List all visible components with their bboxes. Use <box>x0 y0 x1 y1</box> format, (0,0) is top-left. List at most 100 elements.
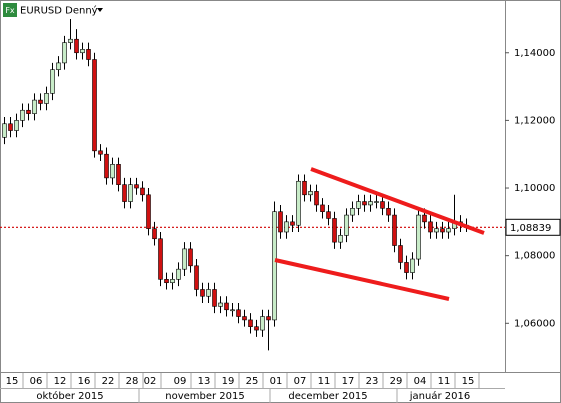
candle-body <box>62 42 67 64</box>
x-tick-label: 04 <box>414 376 427 387</box>
time-axis <box>0 372 561 403</box>
candle-body <box>128 184 133 202</box>
month-label: január 2016 <box>409 390 470 402</box>
candle-body <box>158 238 163 280</box>
candle-body <box>314 191 319 206</box>
candle-body <box>14 120 19 131</box>
last-price-box <box>505 218 561 236</box>
candle-body <box>146 194 151 229</box>
x-tick-label: 16 <box>78 376 91 387</box>
candle-body <box>212 289 217 307</box>
y-tick-label: 1,12000 <box>514 115 555 126</box>
x-tick-label: 15 <box>462 376 475 387</box>
candle-body <box>362 201 367 206</box>
candle-body <box>428 221 433 233</box>
candle-body <box>50 69 55 94</box>
candle-body <box>320 204 325 213</box>
candle-body <box>254 326 259 331</box>
candle-body <box>374 201 379 203</box>
x-tick-label: 17 <box>342 376 355 387</box>
candle-body <box>218 302 223 307</box>
x-tick-label: 22 <box>102 376 115 387</box>
month-label: október 2015 <box>36 390 103 402</box>
candles <box>0 18 505 351</box>
candle-body <box>242 316 247 321</box>
candle-body <box>140 187 145 196</box>
x-tick-label: 07 <box>294 376 307 387</box>
candle-body <box>182 248 187 270</box>
candle-body <box>80 49 85 54</box>
candle-body <box>188 248 193 267</box>
candle-body <box>86 49 91 60</box>
y-tick-label: 1,06000 <box>514 318 555 329</box>
month-label: november 2015 <box>165 391 245 402</box>
x-tick-label: 06 <box>30 376 43 387</box>
candle-body <box>74 38 79 54</box>
x-tick-label: 12 <box>54 376 67 387</box>
candle-body <box>236 309 241 317</box>
candle-body <box>272 211 277 321</box>
candle-body <box>302 180 307 196</box>
candle-body <box>440 228 445 233</box>
candle-body <box>104 153 109 179</box>
candle-body <box>134 184 139 189</box>
candle-body <box>200 289 205 297</box>
candle-body <box>308 191 313 196</box>
candle-body <box>8 123 13 131</box>
trend-line <box>310 167 485 235</box>
candle-body <box>152 228 157 240</box>
candle-body <box>2 123 7 138</box>
y-tick-label: 1,08000 <box>514 251 555 262</box>
candle-body <box>206 289 211 297</box>
x-tick-label: 13 <box>198 376 211 387</box>
candle-body <box>356 201 361 209</box>
candle-body <box>410 258 415 273</box>
x-tick-label: 25 <box>246 376 259 387</box>
candle-body <box>98 150 103 155</box>
candle-body <box>290 221 295 226</box>
candle-body <box>392 214 397 246</box>
x-tick-label: 29 <box>390 376 403 387</box>
candle-body <box>260 316 265 331</box>
candle-body <box>332 218 337 243</box>
x-tick-label: 01 <box>270 376 283 387</box>
y-tick-label: 1,10000 <box>514 183 555 194</box>
candle-body <box>116 164 121 185</box>
candle-body <box>38 99 43 104</box>
candle-body <box>416 214 421 260</box>
candle-body <box>296 180 301 226</box>
price-axis <box>505 0 561 373</box>
candle-body <box>110 164 115 179</box>
x-tick-label: 11 <box>438 376 451 387</box>
candle-body <box>194 265 199 290</box>
candle-body <box>224 302 229 311</box>
month-label: december 2015 <box>288 391 367 402</box>
x-tick-label: 19 <box>222 376 235 387</box>
candle-body <box>44 93 49 104</box>
candle-body <box>350 208 355 216</box>
candle-body <box>380 201 385 209</box>
candle-body <box>398 245 403 263</box>
candle-body <box>176 268 181 280</box>
candle-body <box>20 109 25 121</box>
chart-title[interactable]: EURUSD Denný <box>20 5 98 17</box>
candle-body <box>344 214 349 236</box>
candle-body <box>266 316 271 321</box>
candle-body <box>422 214 427 223</box>
dropdown-arrow[interactable] <box>97 8 103 12</box>
candle-body <box>404 262 409 273</box>
candle-body <box>68 38 73 43</box>
candle-body <box>92 59 97 152</box>
x-tick-label: 09 <box>174 376 187 387</box>
candle-body <box>230 309 235 312</box>
candle-body <box>434 228 439 233</box>
x-tick-label: 02 <box>144 376 157 387</box>
last-price-label: 1,08839 <box>510 223 551 234</box>
x-tick-label: 11 <box>318 376 331 387</box>
candle-body <box>56 62 61 70</box>
plot-area <box>0 0 506 373</box>
icon-text: Fx <box>5 6 15 15</box>
candle-body <box>368 201 373 206</box>
candle-body <box>446 228 451 233</box>
